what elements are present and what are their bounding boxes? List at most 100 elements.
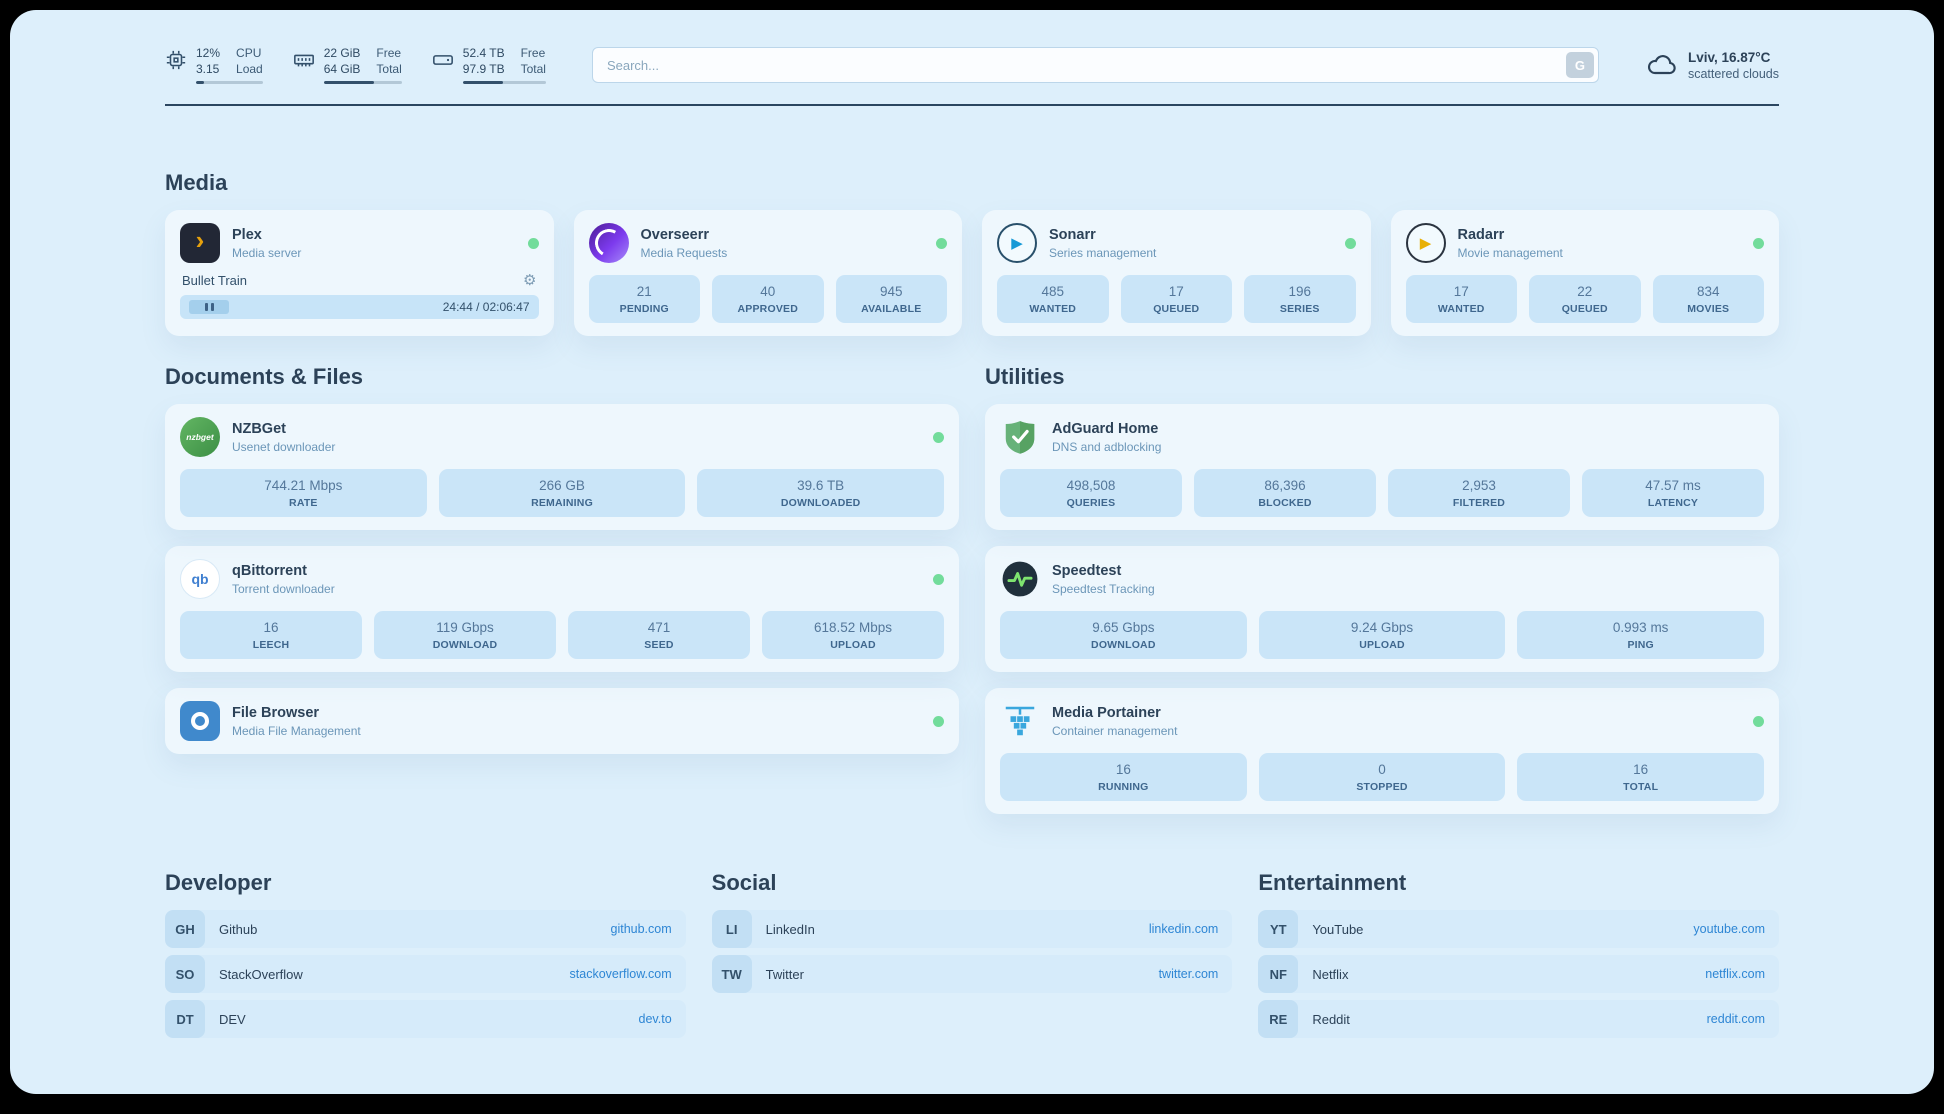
app-name: Overseerr [640, 226, 710, 243]
cpu-load-value: 3.15 [196, 62, 220, 76]
portainer-crane-icon [1000, 701, 1040, 741]
section-title-entertainment: Entertainment [1258, 870, 1407, 895]
bookmark-reddit[interactable]: RE Reddit reddit.com [1258, 1000, 1779, 1038]
app-description: Media File Management [232, 723, 361, 738]
app-name: Radarr [1457, 226, 1505, 243]
github-abbr-tile: GH [165, 910, 205, 948]
app-name: AdGuard Home [1052, 420, 1159, 437]
bookmark-linkedin[interactable]: LI LinkedIn linkedin.com [711, 910, 1233, 948]
stat-block: 86,396 BLOCKED [1194, 469, 1376, 517]
plex-now-playing: Bullet Train ⚙ 24:44 / 02:06:47 [180, 271, 539, 319]
reddit-abbr-tile: RE [1258, 1000, 1299, 1038]
speedtest-icon [1000, 559, 1040, 599]
stat-block: 266 GB REMAINING [438, 469, 686, 517]
memory-widget: 22 GiB 64 GiB Free Total [293, 46, 402, 84]
cpu-load-label: Load [236, 62, 263, 76]
stat-block: 0.993 ms PING [1517, 611, 1765, 659]
disk-free-label: Free [520, 46, 546, 60]
speedtest-card[interactable]: Speedtest Speedtest Tracking 9.65 Gbps D… [985, 546, 1779, 672]
search-bar: G [591, 47, 1599, 83]
app-name: Sonarr [1049, 226, 1096, 243]
status-online-dot [1753, 715, 1764, 727]
status-online-dot [1753, 237, 1764, 249]
radarr-icon: ▶ [1405, 223, 1446, 263]
stat-block: 40 APPROVED [712, 275, 824, 323]
stat-block: 21 PENDING [588, 275, 700, 323]
section-developer: Developer GH Github github.com SO StackO… [165, 870, 686, 1038]
search-input[interactable] [591, 47, 1599, 83]
app-description: Movie management [1457, 245, 1563, 260]
stat-block: 9.65 Gbps DOWNLOAD [1000, 611, 1247, 659]
cpu-label: CPU [236, 46, 262, 60]
qbittorrent-icon: qb [180, 559, 220, 599]
app-description: Torrent downloader [232, 581, 335, 596]
app-name: Speedtest [1052, 562, 1122, 579]
stat-block: 485 WANTED [997, 275, 1109, 323]
overseerr-card[interactable]: Overseerr Media Requests 21 PENDING 40 A… [573, 210, 962, 336]
bookmark-netflix[interactable]: NF Netflix netflix.com [1258, 955, 1779, 993]
status-online-dot [527, 237, 539, 249]
app-name: File Browser [232, 704, 320, 721]
bookmark-github[interactable]: GH Github github.com [165, 910, 686, 948]
pause-icon[interactable] [189, 300, 229, 314]
section-media: Media › Plex Media server Bullet Train ⚙ [165, 170, 1779, 336]
dev-abbr-tile: DT [165, 1000, 205, 1038]
stat-block: 22 QUEUED [1529, 275, 1641, 323]
stat-block: 16 RUNNING [1000, 753, 1247, 801]
app-name: NZBGet [232, 420, 286, 437]
cloud-icon [1645, 50, 1677, 81]
bookmark-twitter[interactable]: TW Twitter twitter.com [711, 955, 1233, 993]
app-description: Usenet downloader [232, 439, 336, 454]
app-description: Speedtest Tracking [1052, 581, 1155, 596]
stat-block: 39.6 TB DOWNLOADED [697, 469, 945, 517]
adguard-card[interactable]: AdGuard Home DNS and adblocking 498,508 … [985, 404, 1779, 530]
status-online-dot [933, 715, 944, 727]
now-playing-title: Bullet Train [182, 273, 248, 288]
playback-progress-bar[interactable]: 24:44 / 02:06:47 [180, 295, 539, 319]
weather-condition: scattered clouds [1687, 66, 1779, 81]
stat-block: 17 WANTED [1405, 275, 1517, 323]
stat-block: 0 STOPPED [1258, 753, 1506, 801]
bookmark-dev[interactable]: DT DEV dev.to [165, 1000, 686, 1038]
sonarr-icon: ▶ [997, 223, 1037, 263]
weather-widget: Lviv, 16.87°C scattered clouds [1645, 50, 1779, 81]
stat-block: 17 QUEUED [1120, 275, 1232, 323]
stat-block: 196 SERIES [1244, 275, 1356, 323]
cpu-widget: 12% 3.15 CPU Load [165, 46, 263, 84]
portainer-card[interactable]: Media Portainer Container management 16 … [985, 688, 1779, 814]
disk-free-value: 52.4 TB [462, 46, 505, 60]
app-name: qBittorrent [232, 562, 307, 579]
nzbget-card[interactable]: nzbget NZBGet Usenet downloader 744.21 M… [165, 404, 959, 530]
memory-free-value: 22 GiB [323, 46, 361, 60]
stat-block: 16 TOTAL [1517, 753, 1765, 801]
nzbget-icon: nzbget [180, 417, 220, 457]
stackoverflow-abbr-tile: SO [165, 955, 205, 993]
bookmark-youtube[interactable]: YT YouTube youtube.com [1258, 910, 1779, 948]
plex-card[interactable]: › Plex Media server Bullet Train ⚙ 24:44… [165, 210, 554, 336]
stat-block: 16 LEECH [180, 611, 362, 659]
status-online-dot [933, 431, 944, 443]
app-description: Media server [232, 245, 302, 260]
filebrowser-card[interactable]: File Browser Media File Management [165, 688, 959, 754]
disk-icon [432, 49, 454, 71]
memory-icon [293, 49, 315, 71]
bookmark-stackoverflow[interactable]: SO StackOverflow stackoverflow.com [165, 955, 686, 993]
stat-block: 119 Gbps DOWNLOAD [374, 611, 556, 659]
sonarr-card[interactable]: ▶ Sonarr Series management 485 WANTED 17… [982, 210, 1371, 336]
app-name: Media Portainer [1052, 704, 1161, 721]
stat-block: 744.21 Mbps RATE [180, 469, 427, 517]
status-online-dot [936, 237, 947, 249]
disk-widget: 52.4 TB 97.9 TB Free Total [432, 46, 546, 84]
stat-block: 498,508 QUERIES [1000, 469, 1182, 517]
cpu-icon [165, 49, 187, 71]
stat-block: 9.24 Gbps UPLOAD [1258, 611, 1506, 659]
gear-icon[interactable]: ⚙ [523, 272, 537, 289]
radarr-card[interactable]: ▶ Radarr Movie management 17 WANTED 22 Q… [1390, 210, 1779, 336]
qbittorrent-card[interactable]: qb qBittorrent Torrent downloader 16 LEE… [165, 546, 959, 672]
adguard-shield-icon [1000, 417, 1040, 457]
search-provider-button[interactable]: G [1565, 52, 1594, 78]
status-online-dot [1344, 237, 1356, 249]
app-description: Container management [1052, 723, 1178, 738]
section-utilities: Utilities AdGuard Home D [985, 364, 1779, 814]
memory-total-label: Total [376, 62, 402, 76]
